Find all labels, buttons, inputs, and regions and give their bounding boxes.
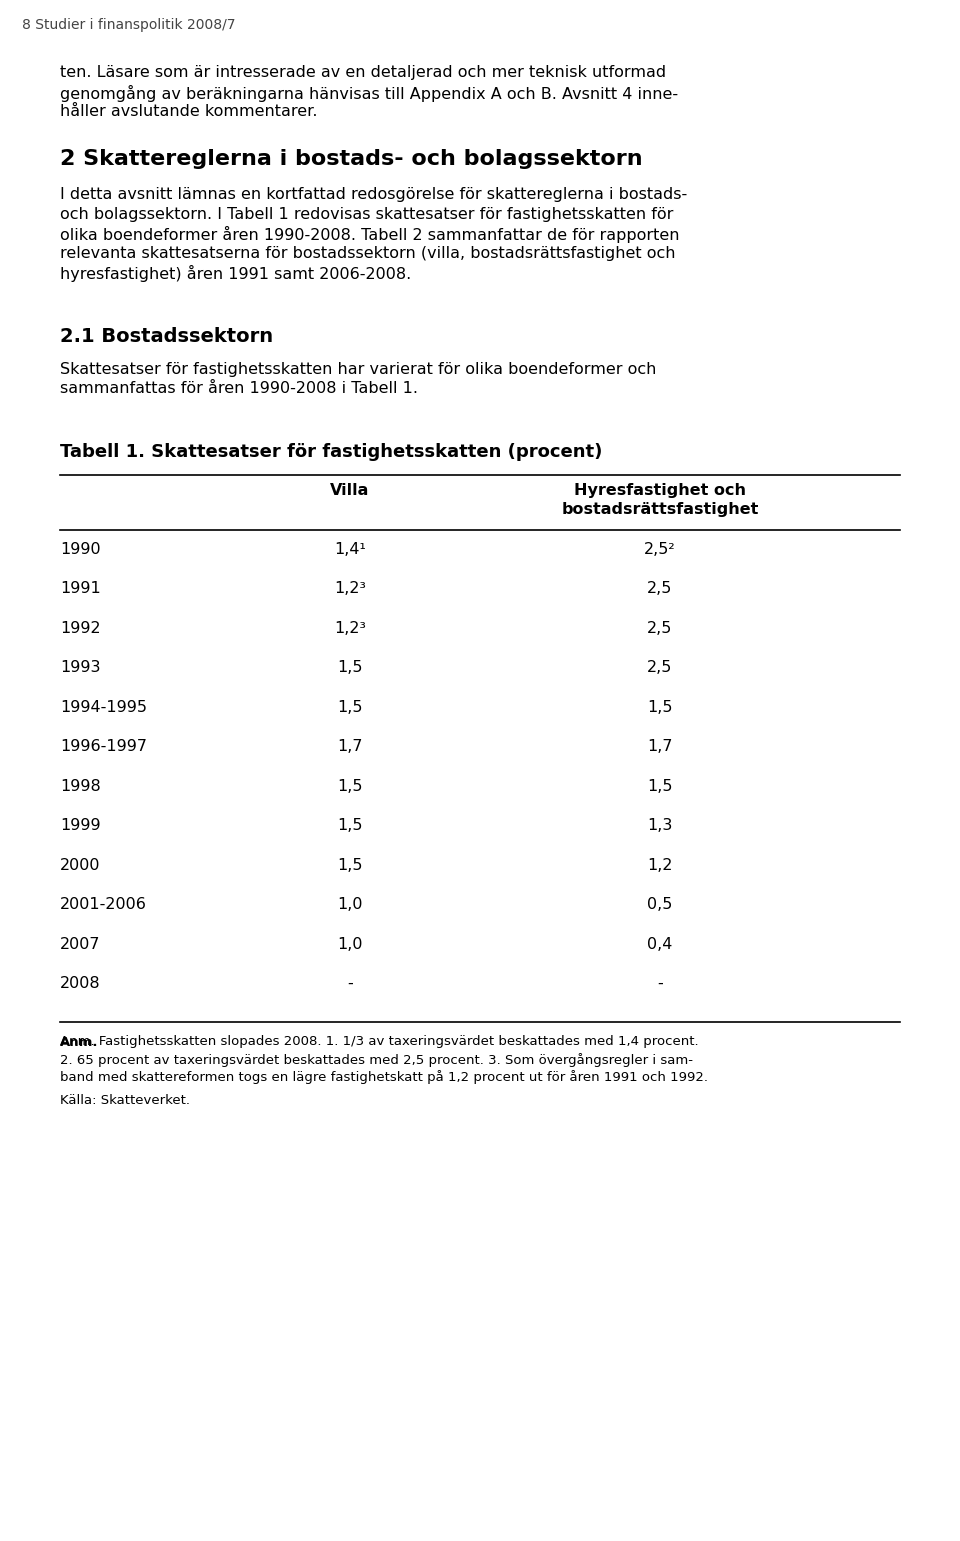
Text: 1991: 1991: [60, 581, 101, 596]
Text: genomgång av beräkningarna hänvisas till Appendix A och B. Avsnitt 4 inne-: genomgång av beräkningarna hänvisas till…: [60, 85, 678, 102]
Text: 1996-1997: 1996-1997: [60, 740, 147, 754]
Text: 0,4: 0,4: [647, 937, 673, 951]
Text: 2008: 2008: [60, 975, 101, 991]
Text: 2.1 Bostadssektorn: 2.1 Bostadssektorn: [60, 327, 274, 345]
Text: Anm.: Anm.: [60, 1036, 99, 1048]
Text: 1,5: 1,5: [337, 818, 363, 834]
Text: Källa: Skatteverket.: Källa: Skatteverket.: [60, 1094, 190, 1106]
Text: 1,3: 1,3: [647, 818, 673, 834]
Text: 1990: 1990: [60, 541, 101, 556]
Text: hyresfastighet) åren 1991 samt 2006-2008.: hyresfastighet) åren 1991 samt 2006-2008…: [60, 265, 411, 282]
Text: Anm. Fastighetsskatten slopades 2008. 1. 1/3 av taxeringsvärdet beskattades med : Anm. Fastighetsskatten slopades 2008. 1.…: [60, 1036, 699, 1048]
Text: 1,2³: 1,2³: [334, 621, 366, 635]
Text: 1,5: 1,5: [647, 700, 673, 715]
Text: 1993: 1993: [60, 660, 101, 675]
Text: 1,0: 1,0: [337, 897, 363, 912]
Text: 1,4¹: 1,4¹: [334, 541, 366, 556]
Text: 1,5: 1,5: [337, 660, 363, 675]
Text: 2,5: 2,5: [647, 621, 673, 635]
Text: 1999: 1999: [60, 818, 101, 834]
Text: 1,7: 1,7: [337, 740, 363, 754]
Text: olika boendeformer åren 1990-2008. Tabell 2 sammanfattar de för rapporten: olika boendeformer åren 1990-2008. Tabel…: [60, 227, 680, 243]
Text: 2,5: 2,5: [647, 581, 673, 596]
Text: 1,5: 1,5: [647, 778, 673, 794]
Text: 2,5²: 2,5²: [644, 541, 676, 556]
Text: och bolagssektorn. I Tabell 1 redovisas skattesatser för fastighetsskatten för: och bolagssektorn. I Tabell 1 redovisas …: [60, 206, 673, 222]
Text: 1,7: 1,7: [647, 740, 673, 754]
Text: Tabell 1. Skattesatser för fastighetsskatten (procent): Tabell 1. Skattesatser för fastighetsska…: [60, 442, 602, 461]
Text: 8 Studier i finanspolitik 2008/7: 8 Studier i finanspolitik 2008/7: [22, 18, 235, 32]
Text: håller avslutande kommentarer.: håller avslutande kommentarer.: [60, 103, 318, 119]
Text: 1992: 1992: [60, 621, 101, 635]
Text: sammanfattas för åren 1990-2008 i Tabell 1.: sammanfattas för åren 1990-2008 i Tabell…: [60, 381, 418, 396]
Text: 1,5: 1,5: [337, 700, 363, 715]
Text: 1998: 1998: [60, 778, 101, 794]
Text: ten. Läsare som är intresserade av en detaljerad och mer teknisk utformad: ten. Läsare som är intresserade av en de…: [60, 65, 666, 80]
Text: 2007: 2007: [60, 937, 101, 951]
Text: relevanta skattesatserna för bostadssektorn (villa, bostadsrättsfastighet och: relevanta skattesatserna för bostadssekt…: [60, 245, 676, 260]
Text: 0,5: 0,5: [647, 897, 673, 912]
Text: 2. 65 procent av taxeringsvärdet beskattades med 2,5 procent. 3. Som övergångsre: 2. 65 procent av taxeringsvärdet beskatt…: [60, 1053, 693, 1066]
Text: Hyresfastighet och: Hyresfastighet och: [574, 482, 746, 498]
Text: -: -: [348, 975, 353, 991]
Text: 1,2³: 1,2³: [334, 581, 366, 596]
Text: 2,5: 2,5: [647, 660, 673, 675]
Text: Skattesatser för fastighetsskatten har varierat för olika boendeformer och: Skattesatser för fastighetsskatten har v…: [60, 362, 657, 376]
Text: 2 Skattereglerna i bostads- och bolagssektorn: 2 Skattereglerna i bostads- och bolagsse…: [60, 149, 642, 170]
Text: -: -: [658, 975, 662, 991]
Text: 1,5: 1,5: [337, 857, 363, 872]
Text: 2001-2006: 2001-2006: [60, 897, 147, 912]
Text: 1,5: 1,5: [337, 778, 363, 794]
Text: 1994-1995: 1994-1995: [60, 700, 147, 715]
Text: I detta avsnitt lämnas en kortfattad redosgörelse för skattereglerna i bostads-: I detta avsnitt lämnas en kortfattad red…: [60, 186, 687, 202]
Text: bostadsrättsfastighet: bostadsrättsfastighet: [562, 502, 758, 516]
Text: 2000: 2000: [60, 857, 101, 872]
Text: 1,0: 1,0: [337, 937, 363, 951]
Text: Villa: Villa: [330, 482, 370, 498]
Text: band med skattereformen togs en lägre fastighetskatt på 1,2 procent ut för åren : band med skattereformen togs en lägre fa…: [60, 1071, 708, 1085]
Text: 1,2: 1,2: [647, 857, 673, 872]
